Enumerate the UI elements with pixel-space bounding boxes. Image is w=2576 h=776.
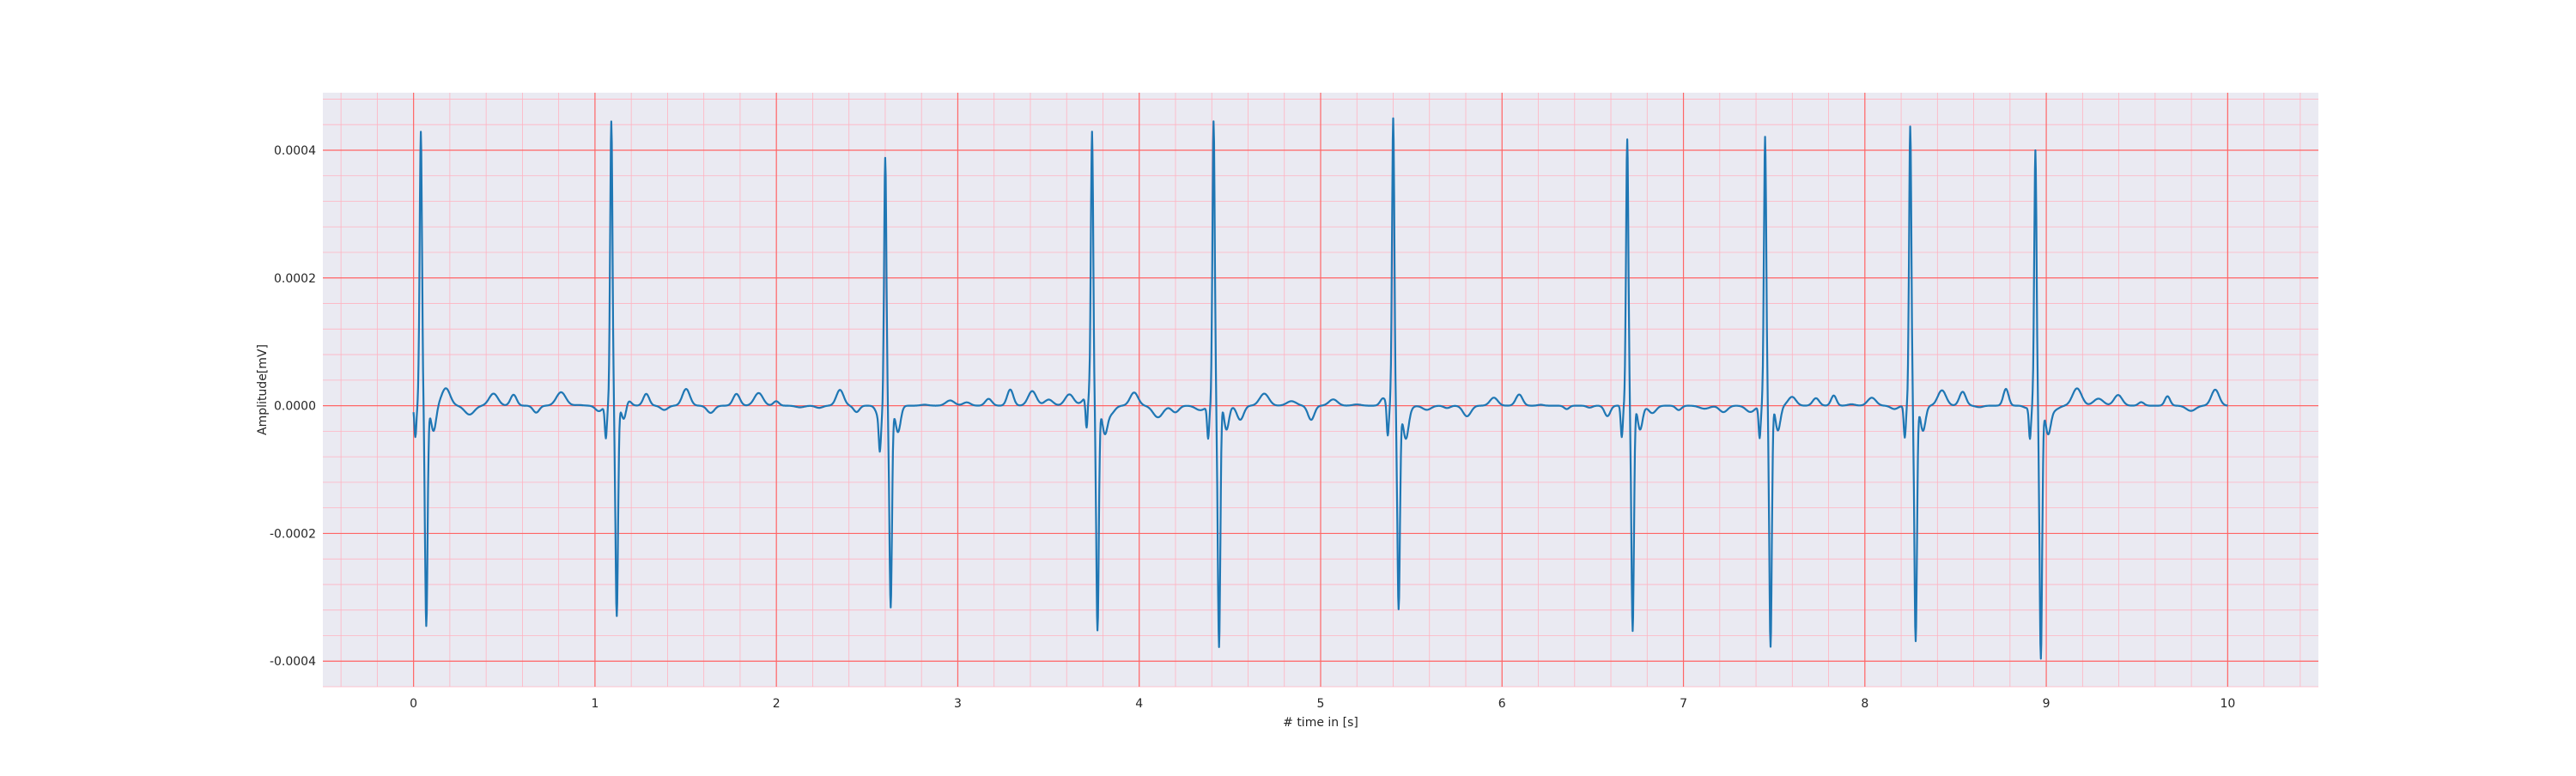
x-tick-label: 6 bbox=[1498, 697, 1506, 711]
y-axis-ticks: 0.0004 0.0002 0.0000 -0.0002 -0.0004 bbox=[270, 144, 316, 669]
x-tick-label: 9 bbox=[2043, 697, 2050, 711]
x-tick-label: 10 bbox=[2220, 697, 2235, 711]
x-tick-label: 3 bbox=[954, 697, 962, 711]
y-tick-label: 0.0004 bbox=[274, 144, 316, 158]
x-tick-label: 0 bbox=[410, 697, 417, 711]
y-tick-label: 0.0000 bbox=[274, 400, 316, 414]
x-tick-label: 4 bbox=[1135, 697, 1143, 711]
x-tick-label: 5 bbox=[1317, 697, 1325, 711]
x-tick-label: 1 bbox=[591, 697, 598, 711]
x-axis-label: # time in [s] bbox=[1283, 716, 1358, 730]
x-tick-label: 8 bbox=[1861, 697, 1868, 711]
y-tick-label: 0.0002 bbox=[274, 272, 316, 286]
series-layer bbox=[412, 117, 2228, 660]
y-tick-label: -0.0002 bbox=[270, 527, 316, 541]
x-tick-label: 2 bbox=[773, 697, 781, 711]
y-axis-label: Amplitude[mV] bbox=[256, 344, 270, 435]
series-line bbox=[412, 117, 2228, 660]
x-tick-label: 7 bbox=[1680, 697, 1687, 711]
x-axis-ticks: 0 1 2 3 4 5 6 7 8 9 10 bbox=[410, 697, 2235, 711]
y-tick-label: -0.0004 bbox=[270, 655, 316, 669]
